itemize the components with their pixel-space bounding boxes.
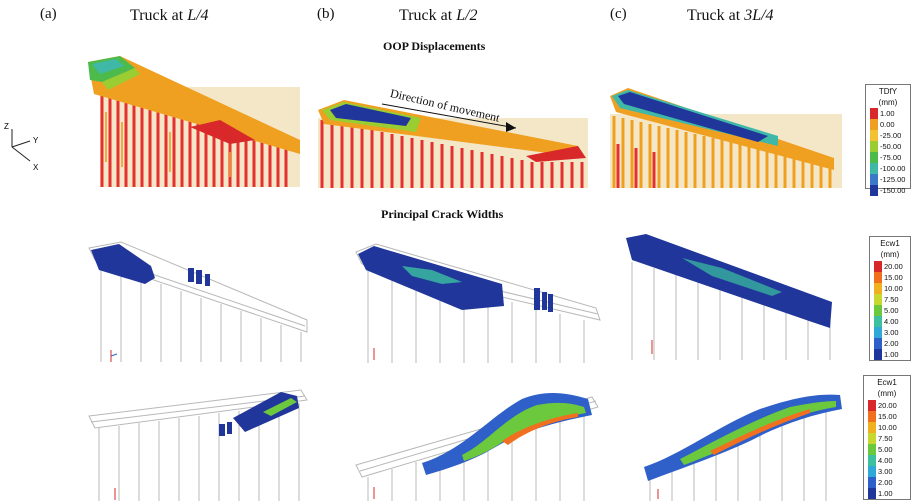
section-title-crack: Principal Crack Widths xyxy=(381,207,504,221)
legend-swatch xyxy=(870,119,878,130)
legend-crack-bottom: Ecw1 (mm) 20.00 15.00 10.00 7.50 5.00 4.… xyxy=(863,375,911,500)
legend-swatch xyxy=(868,433,876,444)
legend-displacement: TDfY (mm) 1.00 0.00 -25.00 -50.00 -75.00… xyxy=(865,84,911,196)
legend-label: 20.00 xyxy=(878,401,897,410)
legend-label: 20.00 xyxy=(884,262,903,271)
legend-swatch xyxy=(868,422,876,433)
legend-label: 1.00 xyxy=(880,109,895,118)
legend-label: -75.00 xyxy=(880,153,902,162)
crack-top-model-b xyxy=(355,243,601,363)
legend-label: -125.00 xyxy=(880,175,906,184)
axis-label-x: X xyxy=(33,163,39,172)
legend-crack-bottom-unit: (mm) xyxy=(877,389,897,398)
title-a-position: L/4 xyxy=(187,7,209,24)
crack-bottom-model-b xyxy=(355,393,599,501)
legend-displacement-unit: (mm) xyxy=(878,98,898,107)
legend-crack-top-title: Ecw1 xyxy=(880,239,900,248)
oop-model-c xyxy=(610,88,842,188)
title-c: Truck at 3L/4 xyxy=(687,7,774,25)
legend-swatch xyxy=(874,272,882,283)
legend-swatch xyxy=(868,455,876,466)
title-b-position: L/2 xyxy=(456,7,478,24)
deck-slab-a xyxy=(88,56,300,154)
legend-swatch xyxy=(874,305,882,316)
legend-label: 1.00 xyxy=(878,489,893,498)
direction-arrow-icon xyxy=(381,103,517,132)
legend-swatch xyxy=(874,327,882,338)
legend-swatch xyxy=(870,130,878,141)
axis-triad: Z Y X xyxy=(4,122,39,172)
legend-label: 3.00 xyxy=(884,328,899,337)
legend-label: 5.00 xyxy=(884,306,899,315)
legend-swatch xyxy=(868,411,876,422)
legend-displacement-scale: 1.00 0.00 -25.00 -50.00 -75.00 -100.00 -… xyxy=(866,108,910,196)
legend-label: 5.00 xyxy=(878,445,893,454)
title-c-prefix: Truck at xyxy=(687,7,745,24)
legend-label: -100.00 xyxy=(880,164,906,173)
legend-label: 0.00 xyxy=(880,120,895,129)
legend-swatch xyxy=(870,185,878,196)
title-c-position: 3L/4 xyxy=(744,7,774,24)
legend-label: 10.00 xyxy=(878,423,897,432)
crack-top-model-a xyxy=(88,241,308,362)
legend-crack-top-scale: 20.00 15.00 10.00 7.50 5.00 4.00 3.00 2.… xyxy=(870,261,910,360)
legend-crack-top: Ecw1 (mm) 20.00 15.00 10.00 7.50 5.00 4.… xyxy=(869,236,911,361)
legend-label: 7.50 xyxy=(884,295,899,304)
legend-label: 7.50 xyxy=(878,434,893,443)
legend-crack-bottom-scale: 20.00 15.00 10.00 7.50 5.00 4.00 3.00 2.… xyxy=(864,400,910,499)
legend-swatch xyxy=(874,338,882,349)
legend-displacement-title: TDfY xyxy=(878,87,898,96)
crack-bottom-model-c xyxy=(644,394,842,501)
legend-swatch xyxy=(868,400,876,411)
legend-swatch xyxy=(870,174,878,185)
crack-region-a2 xyxy=(91,244,155,284)
title-b: Truck at L/2 xyxy=(399,7,478,25)
legend-label: 4.00 xyxy=(884,317,899,326)
legend-crack-top-unit: (mm) xyxy=(880,250,900,259)
legend-label: 2.00 xyxy=(884,339,899,348)
title-b-prefix: Truck at xyxy=(399,7,457,24)
legend-label: -50.00 xyxy=(880,142,902,151)
legend-swatch xyxy=(868,477,876,488)
wireframe-c2 xyxy=(631,262,831,360)
legend-label: -150.00 xyxy=(880,186,906,195)
legend-label: 3.00 xyxy=(878,467,893,476)
axis-label-y: Y xyxy=(33,136,39,145)
legend-label: 10.00 xyxy=(884,284,903,293)
legend-label: 15.00 xyxy=(884,273,903,282)
legend-swatch xyxy=(870,108,878,119)
axis-label-z: Z xyxy=(4,122,9,131)
title-a: Truck at L/4 xyxy=(130,7,209,25)
section-title-oop: OOP Displacements xyxy=(383,39,486,53)
legend-swatch xyxy=(870,141,878,152)
legend-swatch xyxy=(868,444,876,455)
legend-swatch xyxy=(874,294,882,305)
legend-label: -25.00 xyxy=(880,131,902,140)
crack-bottom-model-a xyxy=(88,389,308,501)
oop-model-a xyxy=(88,56,300,187)
legend-swatch xyxy=(874,316,882,327)
label-b: (b) xyxy=(317,6,335,22)
label-c: (c) xyxy=(610,6,627,22)
legend-swatch xyxy=(874,261,882,272)
legend-swatch xyxy=(874,349,882,360)
legend-swatch xyxy=(870,152,878,163)
wireframe-a2 xyxy=(88,241,308,362)
legend-swatch xyxy=(868,466,876,477)
legend-label: 2.00 xyxy=(878,478,893,487)
crack-top-model-c xyxy=(626,234,832,360)
legend-swatch xyxy=(868,488,876,499)
title-a-prefix: Truck at xyxy=(130,7,188,24)
legend-label: 1.00 xyxy=(884,350,899,359)
legend-swatch xyxy=(870,163,878,174)
legend-label: 15.00 xyxy=(878,412,897,421)
legend-label: 4.00 xyxy=(878,456,893,465)
wireframe-c3 xyxy=(649,407,827,501)
label-a: (a) xyxy=(40,6,57,22)
legend-crack-bottom-title: Ecw1 xyxy=(877,378,897,387)
legend-swatch xyxy=(874,283,882,294)
oop-model-b xyxy=(318,100,588,188)
